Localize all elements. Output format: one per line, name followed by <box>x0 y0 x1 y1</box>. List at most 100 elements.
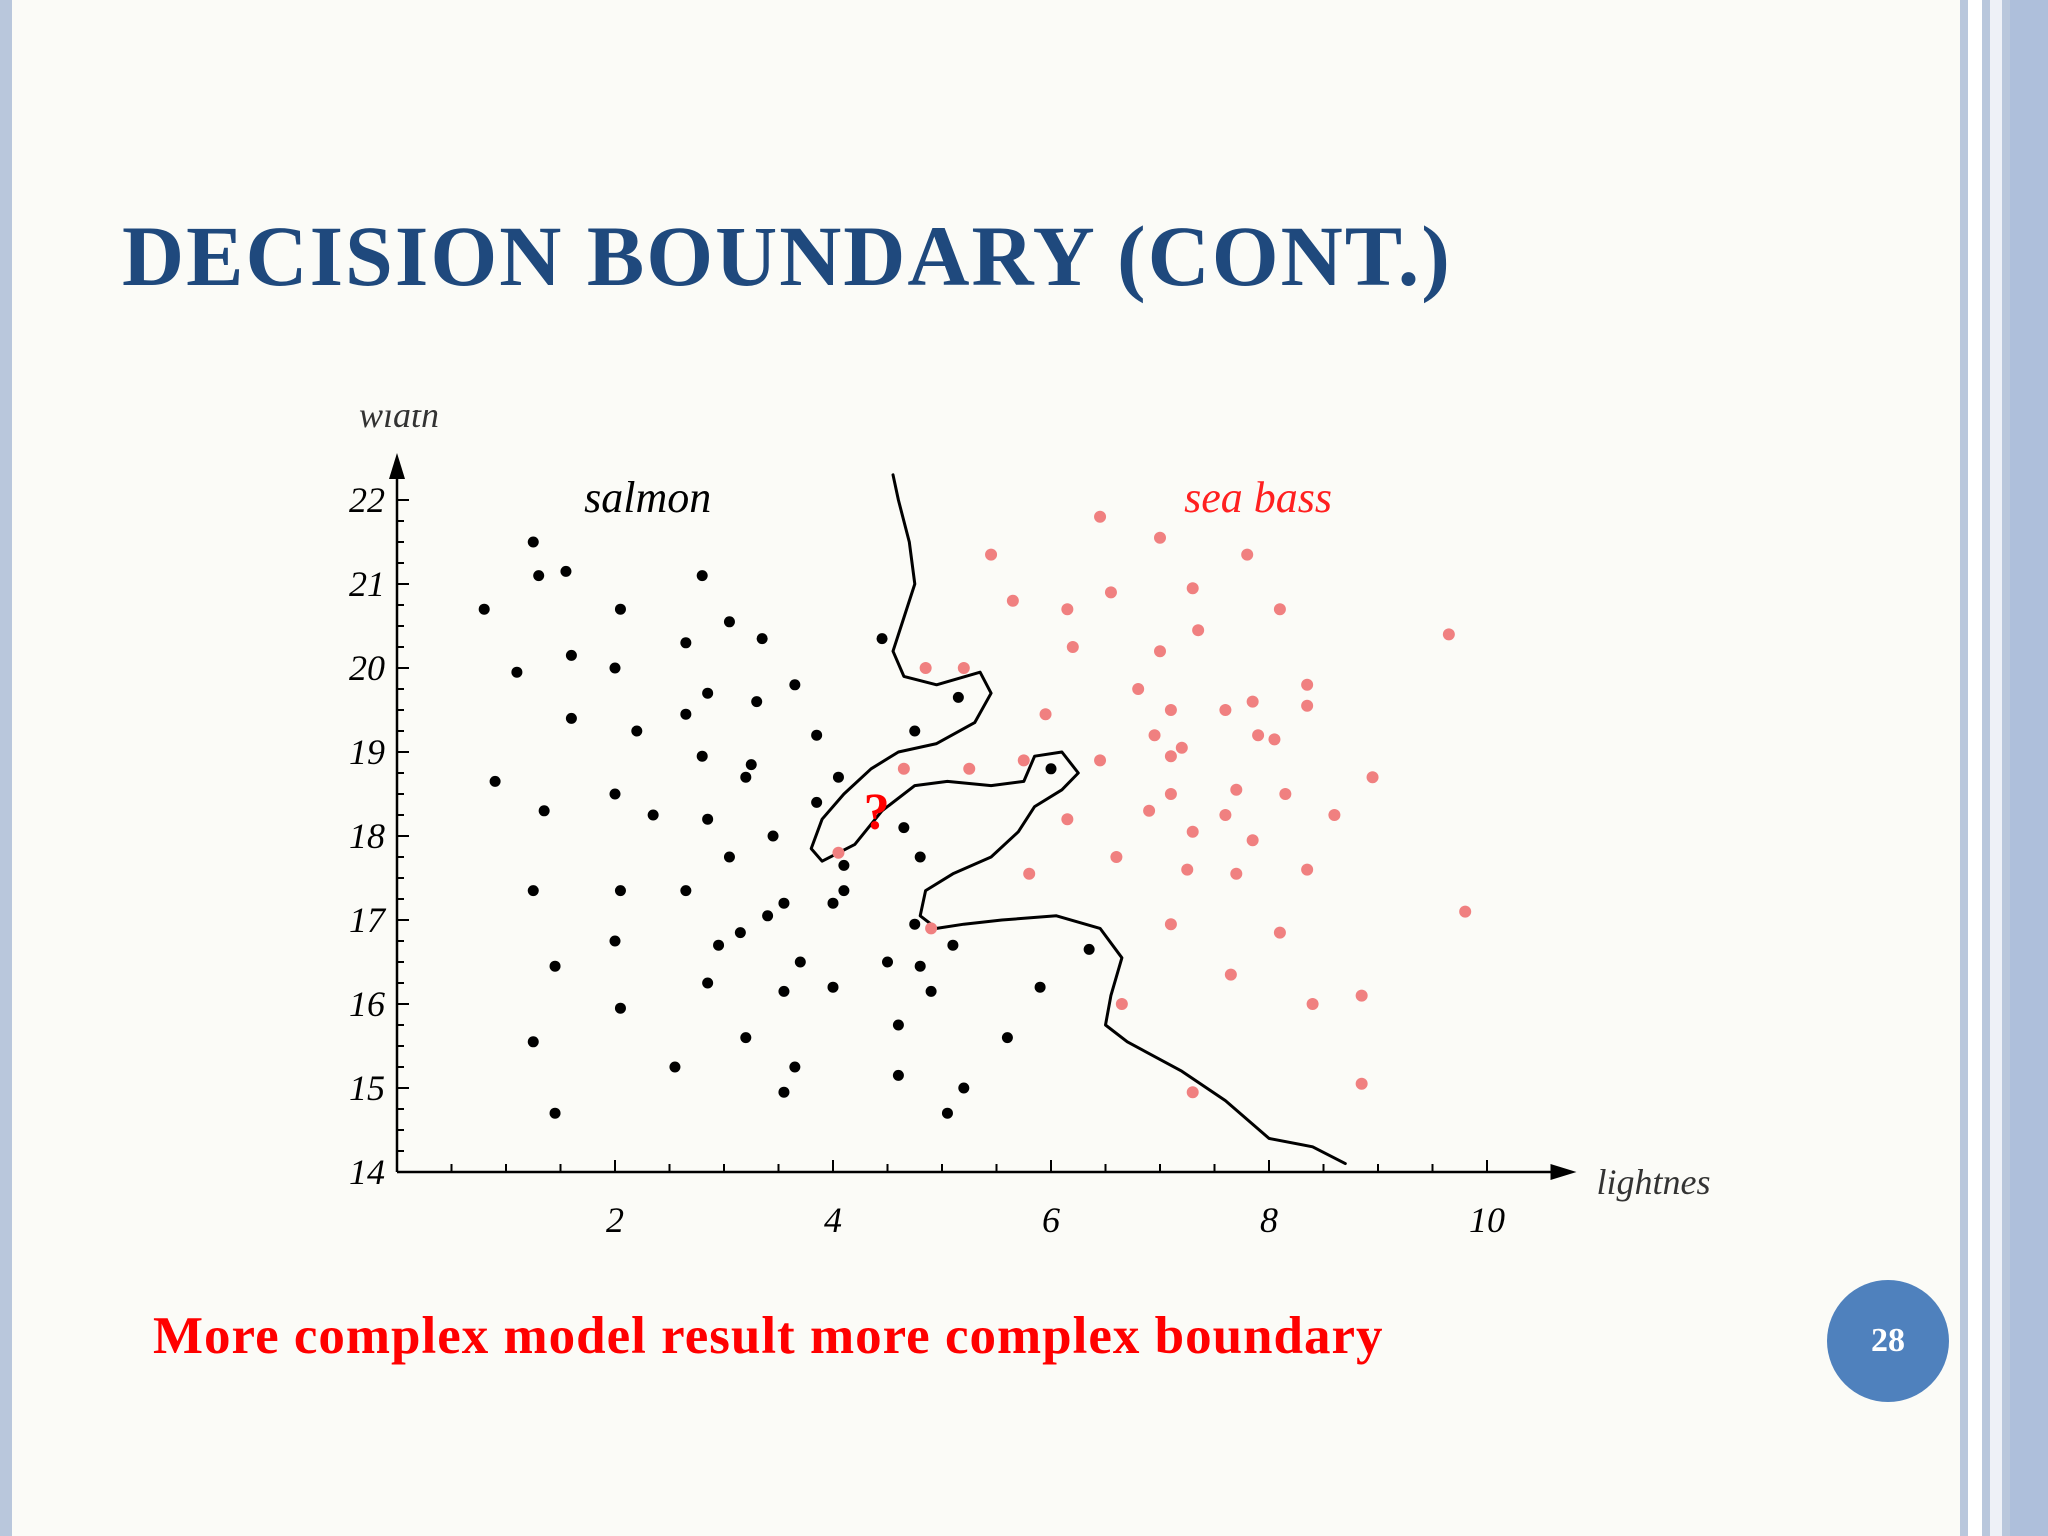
salmon-point <box>1001 1032 1013 1044</box>
salmon-point <box>892 1019 904 1031</box>
salmon-point <box>609 935 621 947</box>
sea-bass-point <box>1246 834 1259 847</box>
sea-bass-point <box>1061 603 1074 616</box>
sea-bass-point <box>1306 998 1319 1010</box>
salmon-point <box>723 851 735 863</box>
y-tick-label: 22 <box>349 480 385 520</box>
salmon-point <box>723 616 735 628</box>
salmon-point <box>527 1036 539 1048</box>
sea-bass-point <box>1154 645 1166 658</box>
salmon-point <box>794 956 806 968</box>
y-tick-label: 17 <box>349 900 387 940</box>
sea-bass-point <box>985 548 998 561</box>
salmon-point <box>914 960 926 972</box>
sea-bass-point <box>1039 708 1052 721</box>
salmon-point <box>914 851 926 863</box>
sea-bass-point <box>1115 998 1128 1010</box>
salmon-point <box>778 985 790 997</box>
right-decoration-stripe <box>1968 0 1982 1536</box>
sea-bass-point <box>1355 1077 1368 1090</box>
sea-bass-point <box>1301 863 1314 876</box>
sea-bass-point <box>1132 683 1145 695</box>
right-decoration-stripe <box>2010 0 2048 1536</box>
sea-bass-point <box>1355 989 1368 1002</box>
sea-bass-point <box>832 846 845 859</box>
sea-bass-point <box>1175 741 1188 754</box>
salmon-point <box>680 708 692 720</box>
sea-bass-point <box>1459 905 1472 918</box>
salmon-point <box>947 939 959 951</box>
sea-bass-point <box>1104 586 1117 599</box>
sea-bass-point <box>1241 548 1254 561</box>
salmon-point <box>882 956 893 968</box>
salmon-point <box>941 1107 953 1119</box>
left-accent-bar <box>0 0 12 1536</box>
sea-bass-point <box>897 762 910 775</box>
slide-caption: More complex model result more complex b… <box>153 1307 1384 1365</box>
salmon-point <box>811 729 823 741</box>
sea-bass-point <box>1328 809 1341 821</box>
page-number: 28 <box>1871 1322 1905 1359</box>
salmon-point <box>565 649 577 661</box>
salmon-point <box>751 696 763 708</box>
salmon-point <box>1045 763 1057 775</box>
sea-bass-point <box>963 762 976 775</box>
sea-bass-point <box>1279 788 1292 800</box>
salmon-point <box>898 822 910 834</box>
sea-bass-point <box>1219 704 1232 716</box>
x-tick-label: 10 <box>1469 1200 1505 1240</box>
salmon-point <box>740 1032 752 1044</box>
salmon-point <box>549 1107 561 1119</box>
sea-bass-point <box>1094 754 1107 767</box>
sea-bass-point <box>1148 729 1161 742</box>
sea-bass-point <box>1273 603 1286 616</box>
salmon-point <box>702 687 714 699</box>
y-axis-arrow <box>389 453 405 479</box>
sea-bass-point <box>1154 531 1166 544</box>
sea-bass-point <box>1301 699 1314 712</box>
salmon-point <box>762 910 774 922</box>
sea-bass-point <box>925 922 938 935</box>
sea-bass-point <box>1186 825 1199 838</box>
sea-bass-point <box>1273 926 1286 939</box>
sea-bass-point <box>1224 968 1237 981</box>
sea-bass-point <box>1366 771 1379 784</box>
sea-bass-point <box>1230 867 1243 880</box>
page-number-badge: 28 <box>1827 1280 1949 1402</box>
salmon-point <box>789 679 801 691</box>
sea-bass-point <box>1164 750 1177 763</box>
sea-bass-point <box>1006 594 1019 607</box>
sea-bass-point <box>1192 624 1205 637</box>
salmon-point <box>713 939 725 951</box>
right-decoration-stripe <box>2002 0 2010 1536</box>
sea-bass-point <box>1442 628 1455 641</box>
sea-bass-point <box>1186 582 1199 595</box>
salmon-point <box>909 918 921 930</box>
salmon-point <box>527 885 539 897</box>
salmon-point <box>832 771 844 783</box>
sea-bass-series-label: sea bass <box>1184 473 1332 522</box>
salmon-point <box>958 1082 970 1094</box>
sea-bass-point <box>1061 813 1074 826</box>
right-decoration-stripe <box>1982 0 1990 1536</box>
x-tick-label: 8 <box>1260 1200 1278 1240</box>
y-tick-label: 15 <box>349 1068 385 1108</box>
salmon-point <box>734 927 746 939</box>
sea-bass-point <box>1066 641 1079 653</box>
salmon-point <box>876 633 888 645</box>
salmon-point <box>696 570 708 582</box>
right-decoration-stripe <box>1990 0 2002 1536</box>
x-tick-label: 4 <box>824 1200 842 1240</box>
salmon-point <box>767 830 779 842</box>
salmon-point <box>789 1061 801 1073</box>
y-axis-label: width <box>359 410 439 435</box>
salmon-point <box>538 805 550 817</box>
salmon-point <box>827 897 839 909</box>
salmon-point <box>1034 981 1046 993</box>
sea-bass-point <box>1268 733 1281 746</box>
salmon-point <box>838 859 850 871</box>
salmon-point <box>609 662 621 674</box>
salmon-point <box>549 960 561 972</box>
salmon-point <box>740 771 752 783</box>
salmon-point <box>614 603 626 615</box>
